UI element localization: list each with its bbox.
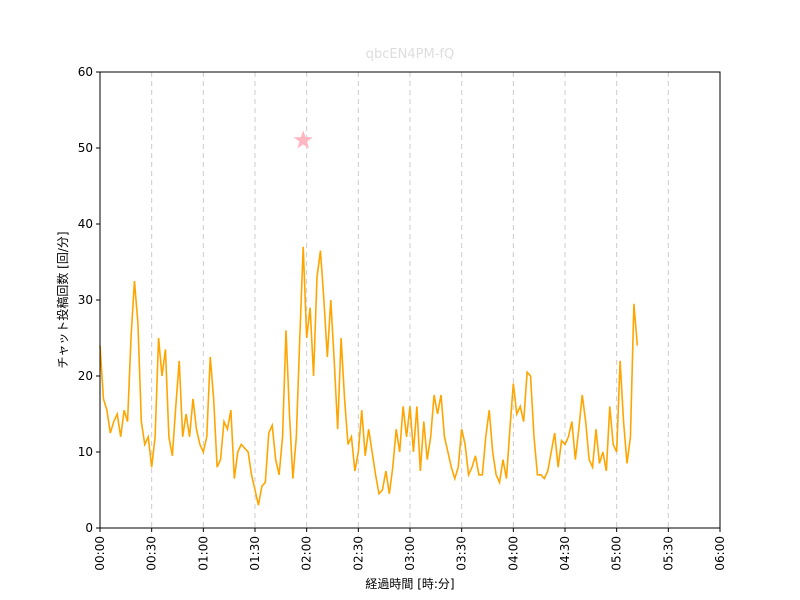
star-marker <box>293 130 313 149</box>
x-tick-label: 02:30 <box>351 536 365 571</box>
x-axis-label: 経過時間 [時:分] <box>365 577 454 591</box>
x-tick-label: 02:00 <box>300 536 314 571</box>
plot-frame <box>99 71 721 529</box>
data-line <box>99 246 639 506</box>
x-tick-label: 05:30 <box>661 536 675 571</box>
y-tick-label: 10 <box>78 445 93 459</box>
x-tick-label: 06:00 <box>713 536 727 571</box>
x-tick-label: 03:00 <box>403 536 417 571</box>
chart-title: qbcEN4PM-fQ <box>366 47 454 62</box>
x-tick-label: 01:00 <box>196 536 210 571</box>
y-tick-label: 0 <box>85 521 93 535</box>
y-tick-label: 30 <box>78 293 93 307</box>
x-tick-label: 00:00 <box>93 536 107 571</box>
y-tick-label: 50 <box>78 141 93 155</box>
x-tick-label: 00:30 <box>145 536 159 571</box>
y-tick-label: 60 <box>78 65 93 79</box>
x-tick-label: 04:30 <box>558 536 572 571</box>
y-tick-label: 40 <box>78 217 93 231</box>
x-tick-label: 01:30 <box>248 536 262 571</box>
x-tick-label: 05:00 <box>610 536 624 571</box>
y-tick-label: 20 <box>78 369 93 383</box>
x-tick-label: 04:00 <box>506 536 520 571</box>
x-tick-label: 03:30 <box>455 536 469 571</box>
y-axis-label: チャット投稿回数 [回/分] <box>55 231 70 368</box>
